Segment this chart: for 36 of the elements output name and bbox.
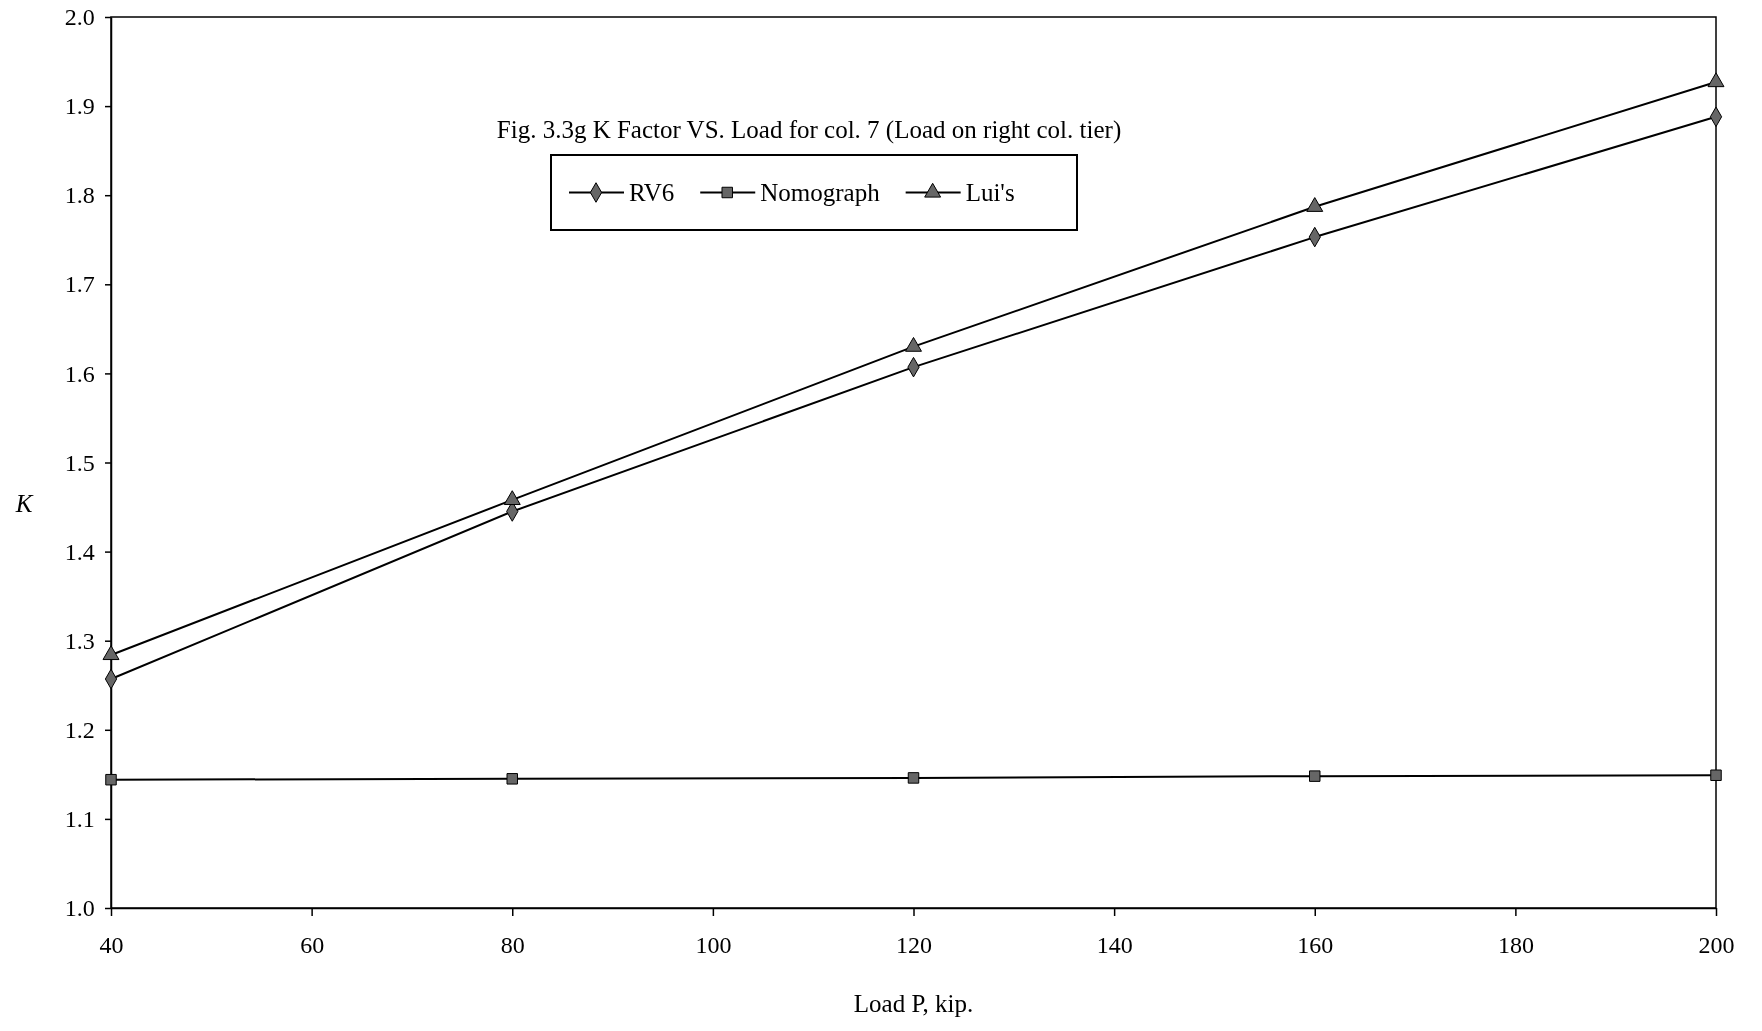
- y-tick-label: 1.5: [64, 449, 95, 476]
- point: [105, 773, 117, 786]
- point: [1309, 770, 1321, 782]
- y-tick-label: 1.7: [64, 271, 95, 298]
- x-tick-label: 180: [1497, 931, 1534, 958]
- x-tick-label: 160: [1297, 931, 1334, 958]
- text: Fig. 3.3g K Factor VS. Load for col. 7 (Load on right col. tier): [496, 116, 1122, 144]
- point: [907, 772, 920, 784]
- legend-label: Nomograph: [760, 178, 881, 206]
- point: [905, 336, 922, 352]
- y-tick-label: 1.3: [64, 627, 95, 654]
- x-tick-label: 60: [300, 931, 325, 958]
- y-tick-label: 1.6: [64, 360, 95, 387]
- x-tick-label: 140: [1096, 931, 1133, 958]
- point: [503, 490, 521, 506]
- y-tick-label: 1.1: [64, 806, 95, 833]
- x-tick-label: 40: [99, 931, 124, 958]
- y-tick-label: 1.2: [64, 716, 95, 743]
- point: [102, 645, 120, 661]
- x-tick-label: 200: [1698, 931, 1735, 958]
- y-tick-label: 1.8: [64, 182, 95, 209]
- x-axis-title: Load P, kip.: [853, 990, 974, 1017]
- x-tick-label: 120: [896, 931, 932, 958]
- y-tick-label: 1.4: [64, 538, 95, 565]
- point: [506, 773, 518, 785]
- x-tick-label: 100: [695, 931, 732, 958]
- point: [1710, 769, 1722, 781]
- legend-label: RV6: [629, 178, 675, 206]
- x-tick-label: 80: [500, 931, 525, 958]
- y-tick-label: 1.0: [64, 895, 95, 922]
- y-tick-label: 1.9: [64, 93, 95, 120]
- point: [1707, 72, 1725, 88]
- point: [1306, 197, 1324, 212]
- y-axis-title: K: [14, 490, 34, 517]
- legend-label: Lui's: [965, 178, 1015, 206]
- y-tick-label: 2.0: [64, 4, 95, 31]
